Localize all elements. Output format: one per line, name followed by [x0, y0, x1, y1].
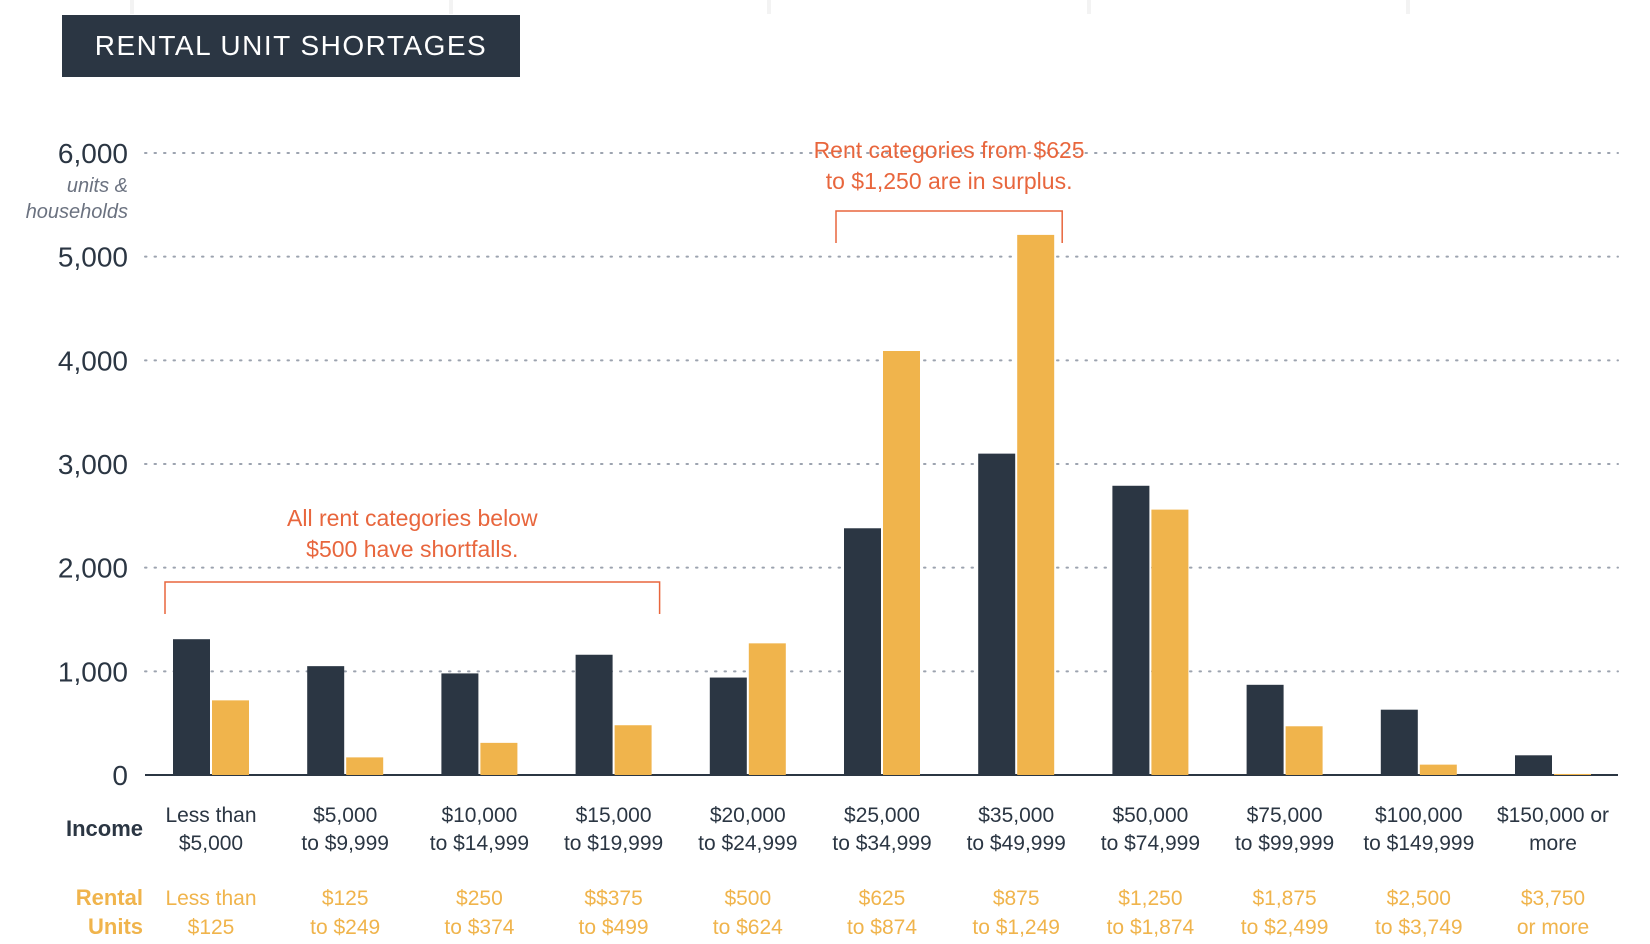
income-category-label: to $99,999: [1235, 832, 1334, 855]
income-category-label: $100,000: [1375, 804, 1463, 827]
y-tick-label: 3,000: [58, 449, 128, 480]
bar-households: [1380, 709, 1418, 775]
bar-households: [1515, 755, 1552, 775]
income-category-label: to $149,999: [1363, 832, 1474, 855]
rent-category-label: $625: [859, 887, 906, 910]
rent-category-label: $1,250: [1118, 887, 1182, 910]
bar-households: [173, 639, 210, 775]
bar-rental-units: [883, 351, 920, 775]
bar-rental-units: [1017, 234, 1055, 775]
income-category-label: $50,000: [1112, 804, 1188, 827]
annotation-text: Rent categories from $625: [814, 137, 1085, 163]
rent-category-label: Less than: [165, 887, 256, 910]
rent-category-label: to $1,249: [972, 916, 1060, 939]
rent-category-label: $125: [322, 887, 369, 910]
income-category-label: $150,000 or: [1497, 804, 1609, 827]
rent-category-label: to $1,874: [1107, 916, 1195, 939]
bar-households: [978, 453, 1016, 775]
rent-category-label: $3,750: [1521, 887, 1585, 910]
bar-households: [575, 654, 613, 775]
rent-category-label: $500: [724, 887, 771, 910]
income-category-label: to $34,999: [832, 832, 931, 855]
income-category-label: to $9,999: [301, 832, 389, 855]
income-category-label: to $74,999: [1101, 832, 1200, 855]
rental-units-row-label: Rental: [76, 885, 143, 910]
income-category-label: to $24,999: [698, 832, 797, 855]
rent-category-label: to $3,749: [1375, 916, 1463, 939]
rent-category-label: $875: [993, 887, 1040, 910]
rent-category-label: or more: [1517, 916, 1589, 939]
bar-households: [1112, 485, 1150, 775]
rent-category-label: to $874: [847, 916, 917, 939]
y-tick-label: 0: [112, 760, 128, 791]
rent-category-label: $$375: [584, 887, 642, 910]
rent-category-label: to $249: [310, 916, 380, 939]
income-category-label: to $19,999: [564, 832, 663, 855]
annotation-bracket: [835, 210, 1063, 243]
income-category-label: more: [1529, 832, 1577, 855]
bar-households: [307, 666, 345, 775]
income-category-label: $5,000: [313, 804, 377, 827]
income-category-label: to $49,999: [967, 832, 1066, 855]
chart-title: RENTAL UNIT SHORTAGES: [62, 15, 520, 77]
rent-category-label: to $374: [444, 916, 514, 939]
income-category-label: $75,000: [1247, 804, 1323, 827]
bar-rental-units: [1285, 726, 1323, 775]
income-category-label: Less than: [165, 804, 256, 827]
bar-rental-units: [614, 725, 652, 775]
y-axis-unit-label: units &: [67, 175, 128, 197]
bar-rental-units: [1554, 773, 1591, 775]
income-category-label: $10,000: [441, 804, 517, 827]
income-category-label: to $14,999: [430, 832, 529, 855]
bar-households: [1246, 684, 1284, 775]
y-axis-unit-label: households: [26, 201, 128, 223]
income-category-label: $5,000: [179, 832, 243, 855]
rent-category-label: to $2,499: [1241, 916, 1329, 939]
y-tick-label: 5,000: [58, 242, 128, 273]
annotation-text: All rent categories below: [287, 505, 538, 531]
rent-category-label: $125: [188, 916, 235, 939]
income-category-label: $20,000: [710, 804, 786, 827]
bar-households: [844, 528, 881, 775]
rent-category-label: $2,500: [1387, 887, 1451, 910]
income-row-label: Income: [66, 816, 143, 841]
bar-rental-units: [212, 700, 249, 775]
rent-category-label: to $499: [579, 916, 649, 939]
bar-rental-units: [1419, 764, 1457, 775]
bar-rental-units: [480, 742, 518, 775]
rent-category-label: $250: [456, 887, 503, 910]
bar-rental-units: [346, 757, 384, 775]
y-tick-label: 4,000: [58, 345, 128, 376]
annotation-bracket: [164, 581, 661, 614]
bar-rental-units: [1151, 509, 1189, 775]
income-category-label: $35,000: [978, 804, 1054, 827]
rent-category-label: to $624: [713, 916, 783, 939]
bar-rental-units: [748, 643, 786, 775]
rental-units-row-label: Units: [88, 914, 143, 939]
y-tick-label: 6,000: [58, 138, 128, 169]
income-category-label: $25,000: [844, 804, 920, 827]
bar-households: [441, 673, 479, 775]
bar-households: [709, 677, 747, 775]
y-tick-label: 2,000: [58, 553, 128, 584]
annotation-text: $500 have shortfalls.: [306, 536, 518, 562]
rent-category-label: $1,875: [1252, 887, 1316, 910]
annotation-text: to $1,250 are in surplus.: [826, 168, 1073, 194]
income-category-label: $15,000: [576, 804, 652, 827]
y-tick-label: 1,000: [58, 656, 128, 687]
